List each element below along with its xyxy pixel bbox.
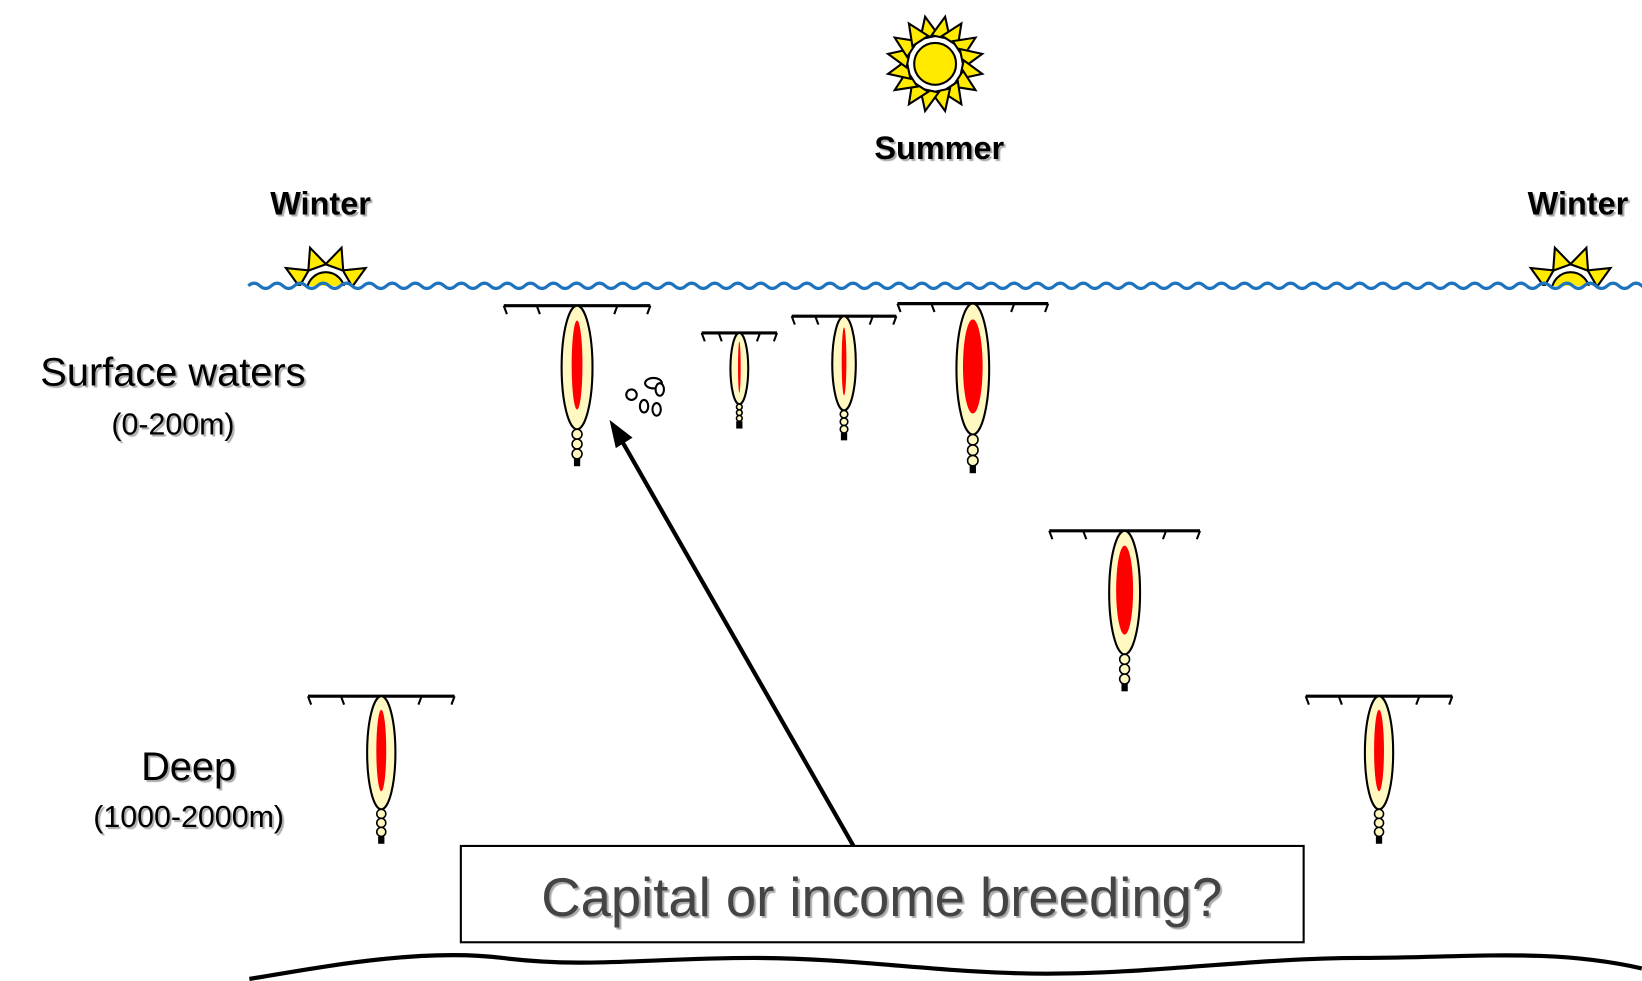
copepod: [307, 694, 456, 844]
antenna-bristle: [896, 303, 902, 313]
winter-left-label: Winter: [270, 186, 371, 222]
copepod: [1048, 529, 1201, 692]
deep-depth-label: (1000-2000m): [93, 801, 284, 834]
tail-tip: [736, 421, 743, 429]
seabed: [249, 953, 1642, 981]
antenna-bristle: [814, 315, 820, 325]
antenna-bristle: [772, 332, 779, 342]
antenna-bristle: [700, 332, 706, 342]
surface-depth-label: (0-200m): [111, 408, 234, 441]
surface-zone-label: Surface waters: [40, 350, 305, 394]
antenna-bristle: [450, 695, 456, 705]
copepod: [790, 314, 898, 441]
antenna-bristle: [1337, 695, 1343, 705]
sun-ray: [324, 243, 352, 272]
question-text: Capital or income breeding?: [541, 867, 1222, 928]
sea-surface: [247, 281, 1642, 290]
tail-segment: [1118, 663, 1131, 675]
sun-ray: [1544, 243, 1572, 272]
antenna-bristle: [1161, 530, 1168, 540]
lipid-sac: [738, 341, 741, 393]
sun-ray: [300, 243, 328, 272]
antenna-bristle: [1082, 530, 1088, 540]
lipid-sac: [1116, 545, 1134, 635]
tail-segment: [375, 817, 387, 829]
tail-segment: [1373, 808, 1385, 820]
summer-label: Summer: [874, 130, 1004, 166]
tail-tip: [840, 433, 848, 441]
tail-segment: [1118, 653, 1131, 666]
sun-winter-left: [280, 243, 372, 286]
copepod: [502, 304, 652, 467]
sun-ray: [1524, 258, 1555, 286]
tail-tip: [1375, 836, 1383, 844]
tail-tip: [378, 836, 385, 844]
antenna-bristle: [868, 315, 874, 325]
copepods: [307, 302, 1454, 844]
tail-segment: [571, 448, 583, 460]
antenna-bristle: [502, 305, 508, 315]
tail-segment: [375, 808, 387, 820]
antenna-bristle: [1304, 695, 1310, 705]
tail-segment: [735, 409, 743, 417]
antenna-bristle: [1415, 695, 1421, 705]
lipid-sac: [376, 709, 387, 792]
tail-segment: [735, 414, 743, 422]
tail-segment: [735, 403, 743, 411]
lipid-sac: [841, 327, 847, 396]
antenna-bristle: [790, 315, 796, 325]
tail-segment: [839, 417, 849, 427]
deep-zone-label: Deep: [141, 745, 236, 789]
antenna-bristle: [613, 305, 619, 315]
antenna-bristle: [339, 695, 346, 705]
sun-ray: [280, 258, 310, 286]
question-box: [459, 844, 1305, 944]
antenna-bristle: [1010, 303, 1016, 313]
sun-winter-right: [1524, 243, 1617, 286]
tail-segment: [1373, 826, 1385, 838]
antenna-bristle: [646, 305, 652, 315]
tail-segment: [375, 826, 387, 838]
tail-segment: [839, 409, 849, 419]
antenna-bristle: [717, 332, 723, 342]
lipid-sac: [962, 319, 983, 414]
copepod: [1304, 694, 1454, 844]
tail-segment: [1118, 673, 1131, 685]
antenna-bristle: [930, 303, 936, 313]
antenna-bristle: [1048, 530, 1054, 540]
arrow-head: [609, 419, 633, 449]
antenna-bristle: [535, 305, 541, 315]
lipid-sac: [1374, 709, 1384, 792]
tail-tip: [573, 458, 581, 467]
antenna-bristle: [307, 695, 313, 705]
antenna-bristle: [1195, 530, 1201, 540]
antenna-bristle: [1448, 695, 1454, 705]
sun-summer: [885, 13, 986, 114]
tail-tip: [969, 465, 976, 474]
tail-segment: [571, 428, 583, 440]
tail-segment: [571, 438, 583, 450]
lipid-sac: [571, 320, 583, 410]
tail-segment: [966, 444, 979, 457]
sun-ray: [1569, 243, 1597, 272]
antenna-bristle: [755, 332, 762, 342]
tail-segment: [966, 454, 979, 467]
tail-segment: [1373, 817, 1385, 829]
copepod: [700, 331, 779, 429]
tail-tip: [1121, 683, 1128, 692]
antenna-bristle: [1044, 303, 1050, 313]
tail-segment: [839, 424, 849, 434]
eggs: [625, 376, 666, 417]
antenna-bristle: [892, 315, 898, 325]
antenna-bristle: [417, 695, 423, 705]
winter-right-label: Winter: [1528, 186, 1629, 222]
copepod: [896, 302, 1050, 474]
arrow: [618, 436, 856, 847]
tail-segment: [966, 433, 979, 446]
